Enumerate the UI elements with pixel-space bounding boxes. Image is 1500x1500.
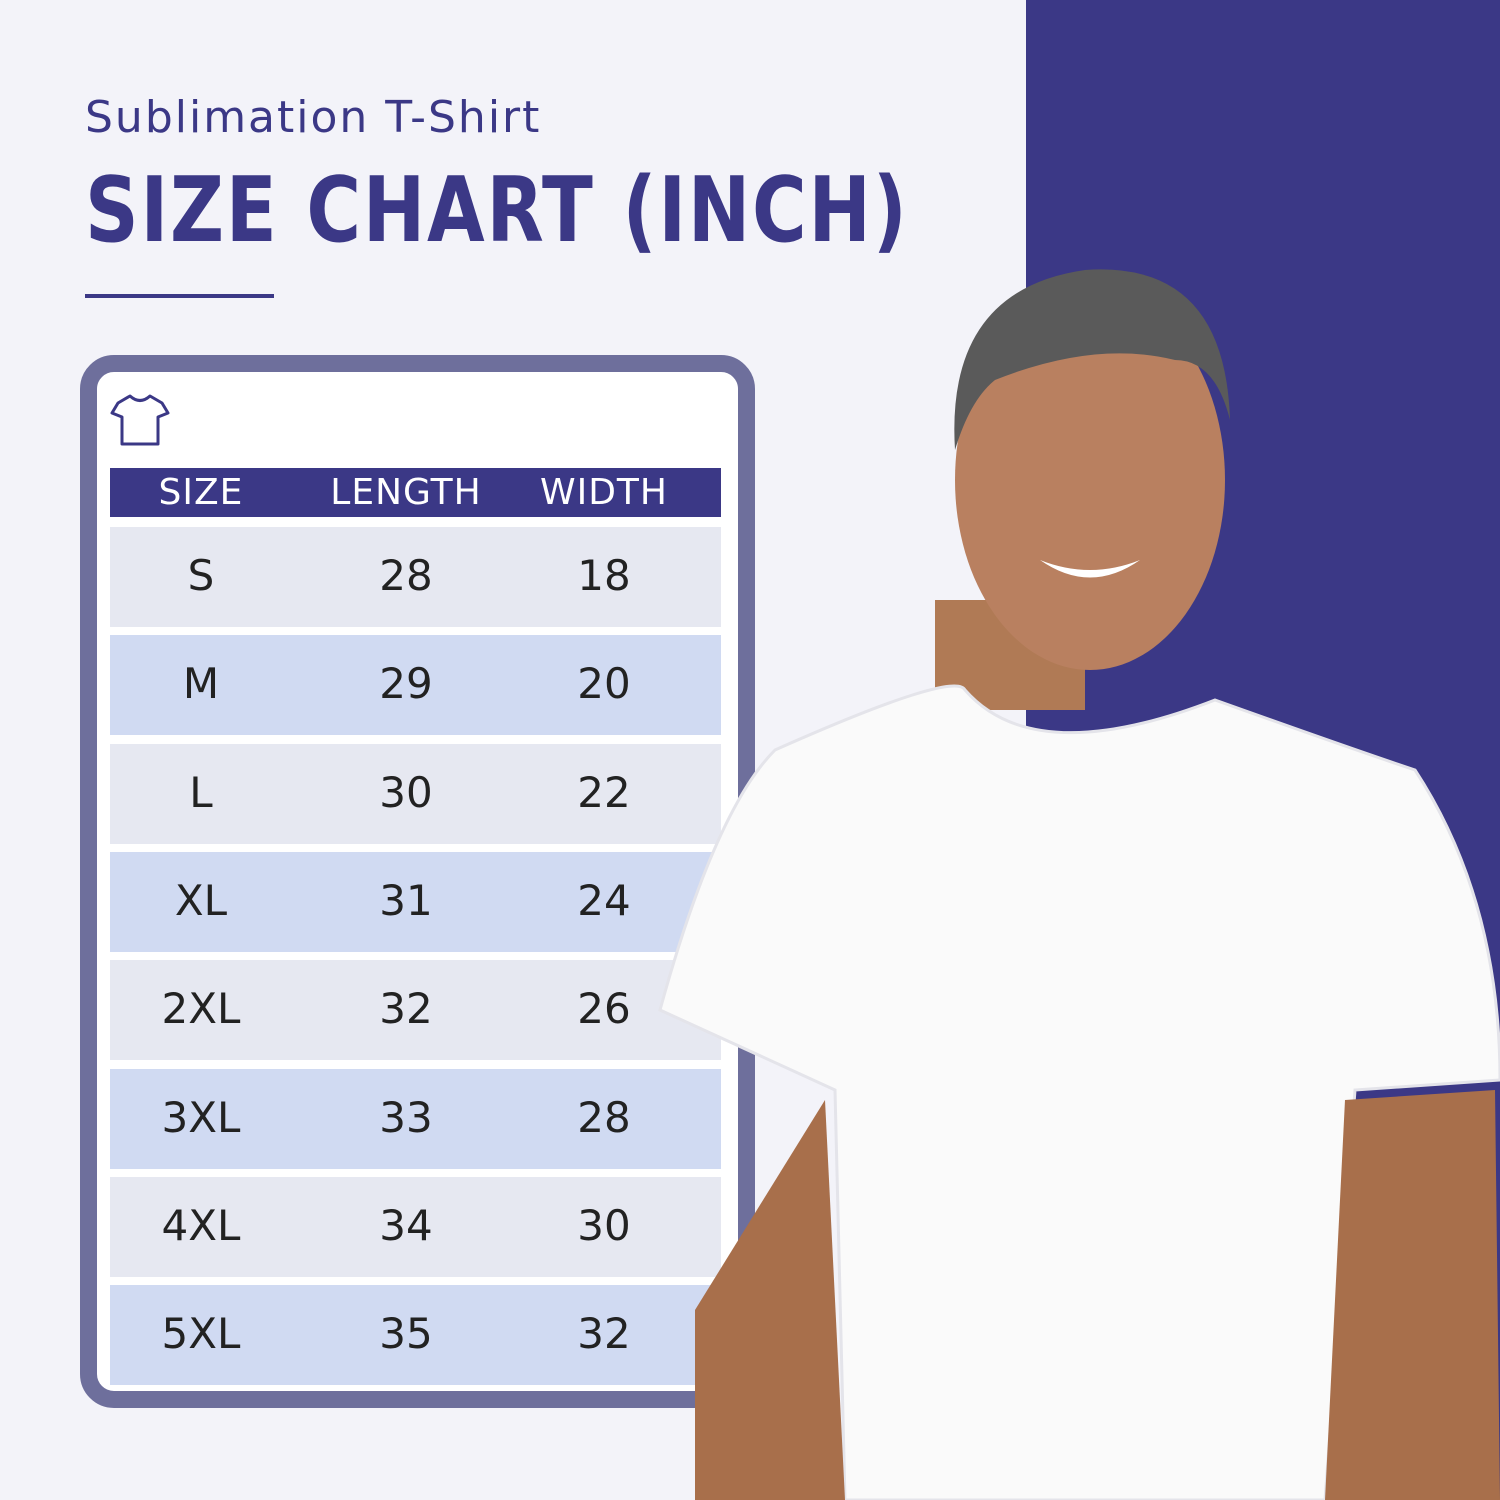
- cell-size: 3XL: [161, 1092, 241, 1142]
- table-row: M 29 20: [110, 635, 721, 736]
- cell-size: 5XL: [161, 1309, 241, 1359]
- cell-width: 20: [577, 659, 631, 709]
- left-arm: [695, 1100, 845, 1500]
- model-photo: [658, 269, 1500, 1500]
- table-row: 4XL 34 30: [110, 1176, 721, 1277]
- header-size: SIZE: [158, 472, 244, 513]
- right-arm: [1325, 1090, 1500, 1500]
- table-row: S 28 18: [110, 527, 721, 627]
- table-row: 3XL 33 28: [110, 1068, 721, 1169]
- cell-width: 28: [577, 1092, 631, 1142]
- cell-size: XL: [174, 875, 228, 925]
- white-t-shirt: [658, 684, 1500, 1500]
- cell-length: 34: [379, 1200, 433, 1250]
- table-row: L 30 22: [110, 743, 721, 844]
- cell-length: 33: [379, 1092, 433, 1142]
- cell-length: 30: [379, 767, 433, 817]
- table-row: 2XL 32 26: [110, 960, 721, 1061]
- table-row: XL 31 24: [110, 851, 721, 952]
- cell-length: 35: [379, 1309, 433, 1359]
- title-divider: [85, 294, 274, 298]
- cell-width: 32: [577, 1309, 631, 1359]
- header-length: LENGTH: [330, 472, 482, 513]
- smile: [1040, 560, 1140, 578]
- cell-width: 26: [577, 984, 631, 1034]
- cell-width: 18: [577, 551, 631, 600]
- cell-size: L: [189, 767, 213, 817]
- cell-length: 32: [379, 984, 433, 1034]
- header-width: WIDTH: [540, 472, 668, 513]
- hair: [954, 269, 1230, 450]
- cell-size: 4XL: [161, 1200, 241, 1250]
- table-header: SIZE LENGTH WIDTH: [110, 468, 721, 517]
- cell-length: 28: [379, 551, 433, 600]
- subtitle: Sublimation T-Shirt: [85, 92, 542, 143]
- cell-length: 29: [379, 659, 433, 709]
- table-row: 5XL 35 32: [110, 1285, 721, 1386]
- cell-width: 24: [577, 875, 631, 925]
- cell-width: 30: [577, 1200, 631, 1250]
- cell-size: M: [182, 659, 220, 709]
- cell-size: 2XL: [161, 984, 241, 1034]
- cell-width: 22: [577, 767, 631, 817]
- t-shirt-icon: [110, 394, 170, 446]
- face: [955, 290, 1225, 670]
- page-title: SIZE CHART (INCH): [85, 158, 909, 263]
- cell-length: 31: [379, 875, 433, 925]
- cell-size: S: [187, 551, 215, 600]
